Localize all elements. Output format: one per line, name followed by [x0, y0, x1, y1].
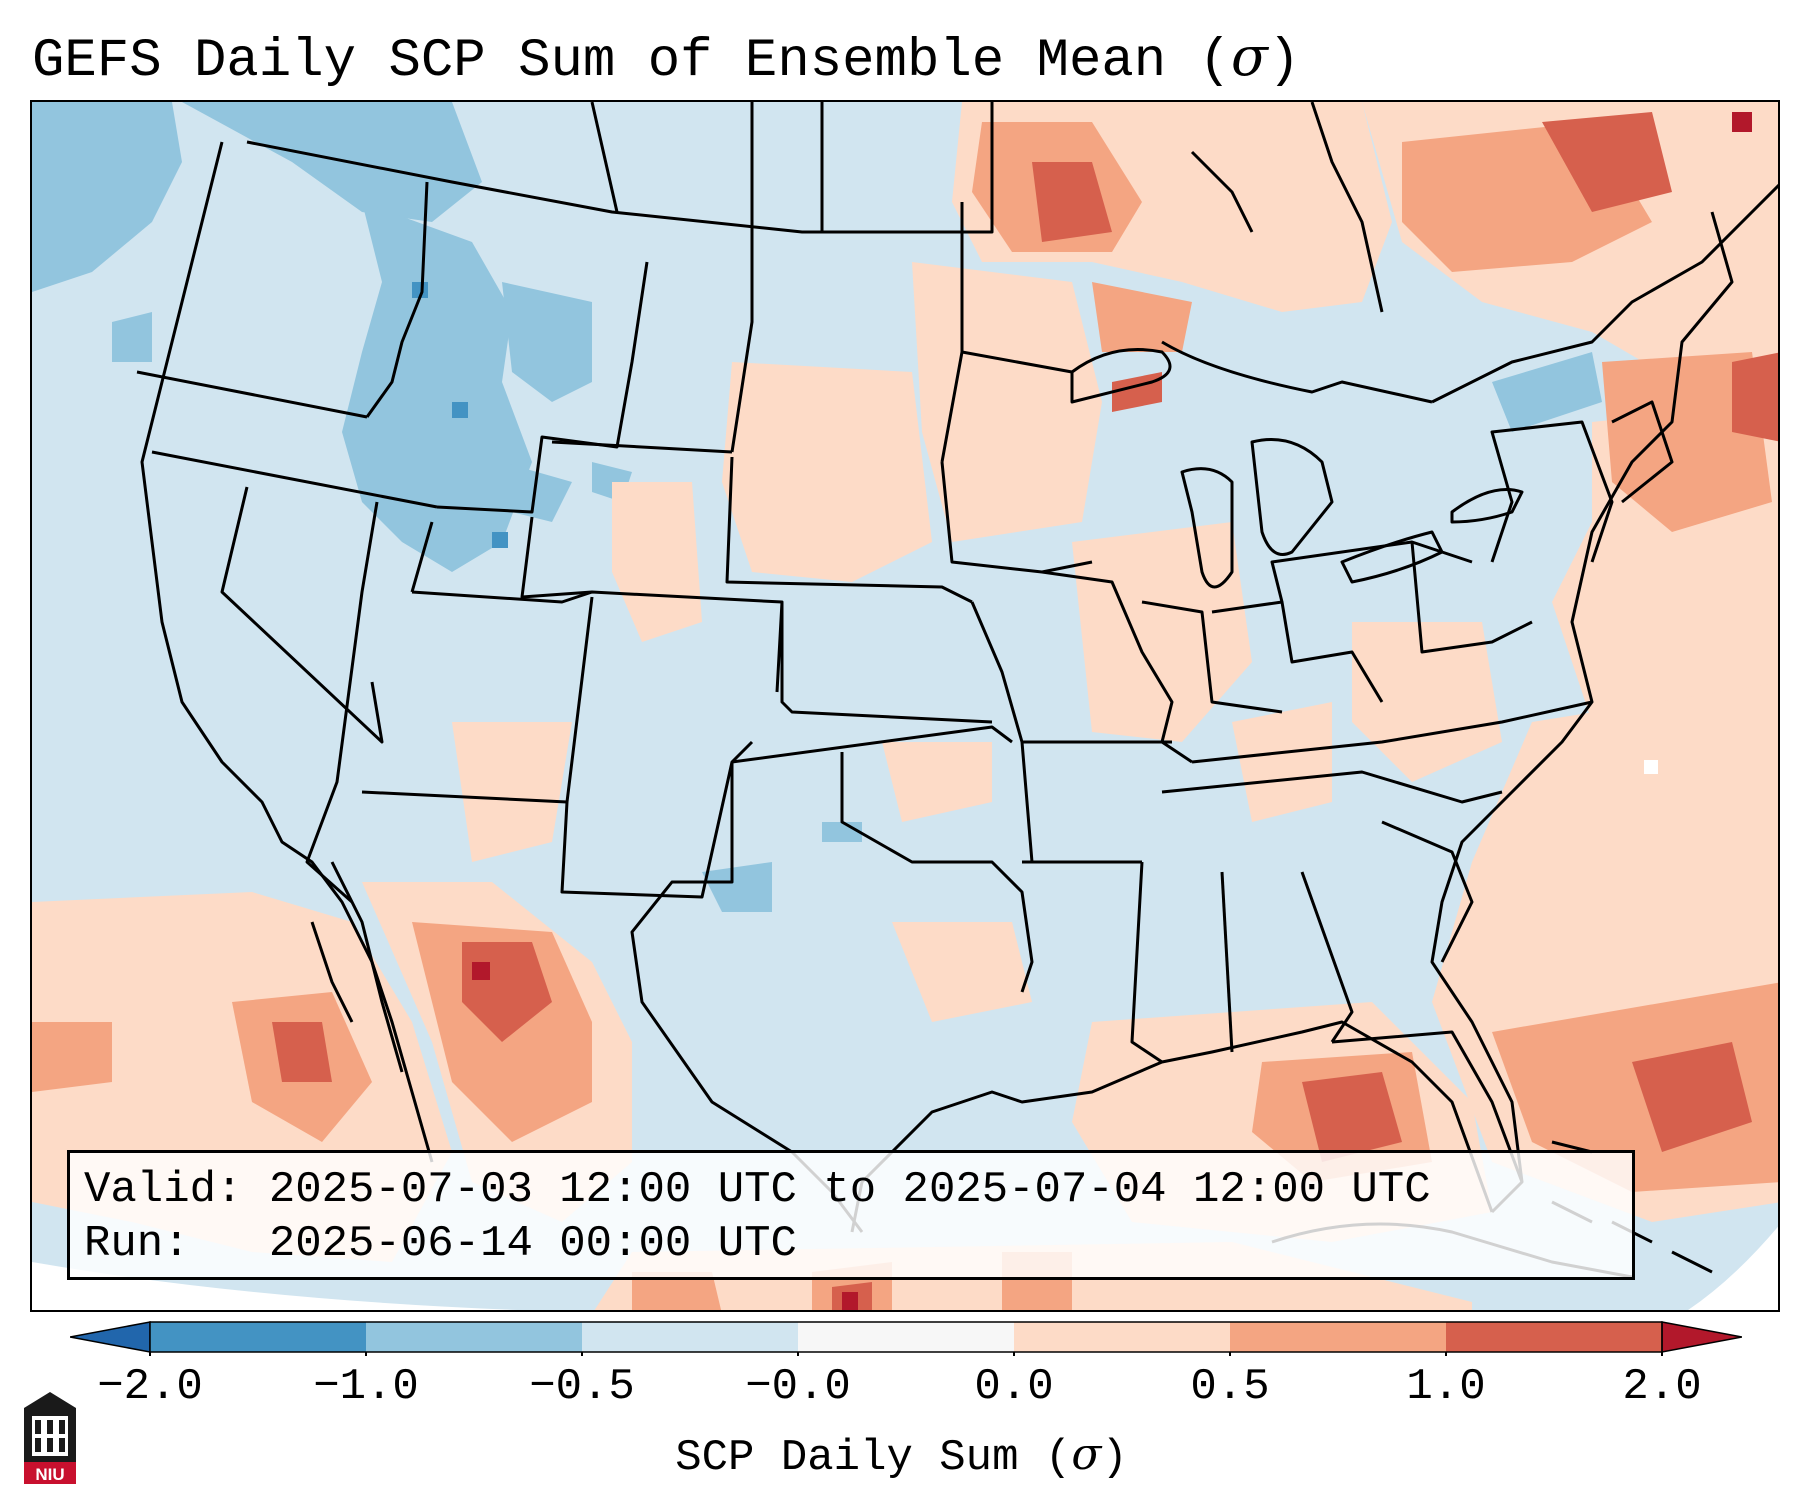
colorbar: [70, 1321, 1742, 1356]
valid-line: Valid: 2025-07-03 12:00 UTC to 2025-07-0…: [84, 1165, 1431, 1215]
negative-anomaly-regions: [32, 102, 1602, 1002]
run-line: Run: 2025-06-14 00:00 UTC: [84, 1219, 797, 1269]
colorbar-segment-2: [366, 1322, 582, 1352]
state-boundaries: [136, 102, 1778, 1233]
university-building-icon: NIU: [24, 1392, 76, 1484]
colorbar-title: SCP Daily Sum (σ): [675, 1429, 1128, 1483]
strong-negative-cells: [412, 282, 508, 548]
colorbar-segment-3: [582, 1322, 798, 1352]
colorbar-tick-label: 0.0: [974, 1362, 1054, 1412]
colorbar-tick-label: −2.0: [97, 1362, 203, 1412]
colorbar-segment-4: [798, 1322, 1014, 1352]
extreme-positive-cells: [472, 112, 1752, 1310]
colorbar-tick-label: 2.0: [1622, 1362, 1702, 1412]
map-panel: [30, 100, 1780, 1312]
colorbar-tick-label: −0.5: [529, 1362, 635, 1412]
chart-title: GEFS Daily SCP Sum of Ensemble Mean (σ): [32, 25, 1301, 92]
colorbar-segment-5: [1014, 1322, 1230, 1352]
colorbar-tick-label: 0.5: [1190, 1362, 1270, 1412]
colorbar-tick-label: 1.0: [1406, 1362, 1486, 1412]
colorbar-tick-label: −1.0: [313, 1362, 419, 1412]
colorbar-outline: [149, 1321, 1663, 1353]
colorbar-ticks: [149, 1352, 1663, 1356]
colorbar-segment-1: [150, 1322, 366, 1352]
colorbar-segment-7: [1446, 1322, 1662, 1352]
conus-map: [32, 102, 1778, 1310]
colorbar-extend-low: [70, 1321, 151, 1353]
valid-time-infobox: Valid: 2025-07-03 12:00 UTC to 2025-07-0…: [67, 1150, 1635, 1280]
outside-domain-area: [32, 1262, 519, 1310]
neutral-cell: [1644, 760, 1658, 774]
colorbar-tick-label: −0.0: [745, 1362, 851, 1412]
colorbar-segment-6: [1230, 1322, 1446, 1352]
logo-text: NIU: [35, 1465, 64, 1484]
strong-positive-regions: [272, 112, 1778, 1310]
outside-domain-area-east: [1688, 1226, 1778, 1310]
colorbar-extend-high: [1661, 1321, 1742, 1353]
